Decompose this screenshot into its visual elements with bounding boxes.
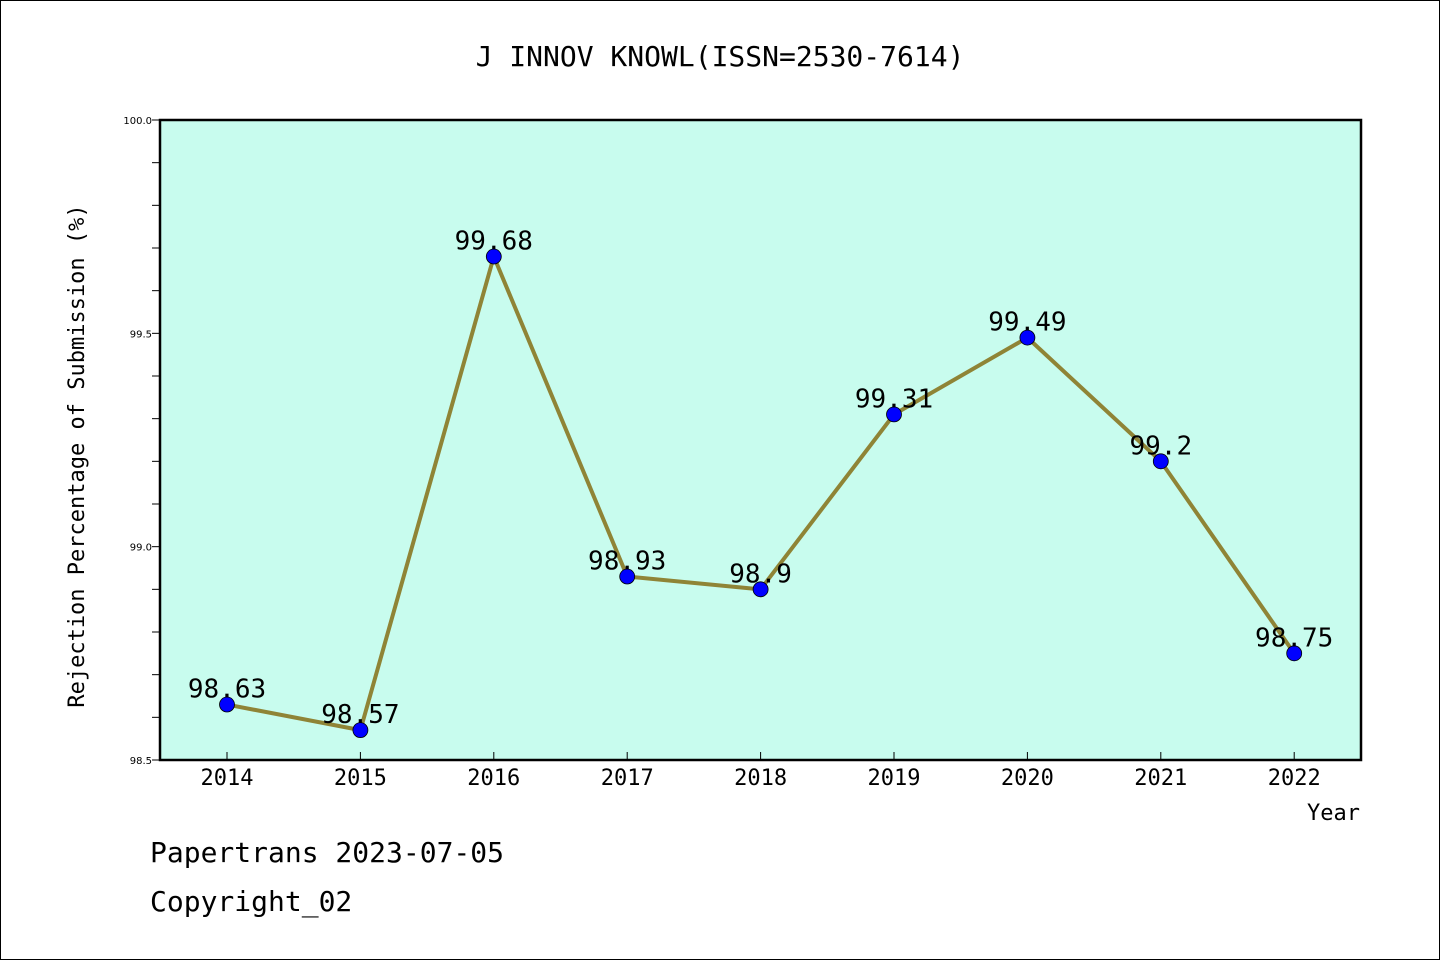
x-axis-label: Year xyxy=(1307,801,1360,826)
x-tick-label: 2015 xyxy=(334,766,387,791)
x-axis: 2014 2015 2016 2017 2018 2019 2020 2021 2022 xyxy=(201,752,1321,791)
x-tick-label: 2018 xyxy=(734,766,787,791)
data-point xyxy=(752,581,769,598)
x-tick-label: 2020 xyxy=(1001,766,1054,791)
data-label: 98.9 xyxy=(729,559,792,589)
x-tick-label: 2019 xyxy=(868,766,921,791)
x-tick-label: 2016 xyxy=(467,766,520,791)
data-label: 98.63 xyxy=(188,675,266,705)
data-label: 98.75 xyxy=(1255,623,1333,653)
x-tick-label: 2014 xyxy=(201,766,254,791)
y-tick-label: 99.0 xyxy=(130,543,152,554)
data-label: 98.57 xyxy=(321,700,399,730)
data-point xyxy=(886,406,902,423)
data-point xyxy=(619,568,636,585)
data-label: 99.49 xyxy=(988,308,1066,338)
data-label: 99.2 xyxy=(1129,431,1192,461)
series-layer: 98.63 98.57 99.68 98.93 98.9 99.31 99.49 99.2 98… xyxy=(188,227,1333,739)
data-label: 99.68 xyxy=(455,227,533,257)
chart-title: J INNOV KNOWL(ISSN=2530-7614) xyxy=(476,40,965,73)
y-tick-label: 99.5 xyxy=(130,329,152,340)
y-axis: 98.5 99.0 99.5 100.0 xyxy=(123,116,160,767)
y-tick-label: 98.5 xyxy=(130,756,152,767)
x-tick-label: 2022 xyxy=(1268,766,1321,791)
footer-date: Papertrans 2023-07-05 xyxy=(150,836,505,869)
data-point xyxy=(352,722,369,739)
y-tick-label: 100.0 xyxy=(123,116,152,127)
data-label: 99.31 xyxy=(855,384,933,414)
data-point xyxy=(1152,453,1169,470)
data-point xyxy=(1019,329,1036,346)
x-tick-label: 2021 xyxy=(1134,766,1187,791)
data-point xyxy=(219,696,235,713)
data-label: 98.93 xyxy=(588,547,666,577)
data-point xyxy=(485,248,502,265)
data-point xyxy=(1286,645,1303,662)
y-axis-label: Rejection Percentage of Submission (%) xyxy=(65,204,90,707)
x-tick-label: 2017 xyxy=(601,766,654,791)
plot-area xyxy=(158,118,1363,762)
footer-copyright: Copyright_02 xyxy=(150,885,353,918)
